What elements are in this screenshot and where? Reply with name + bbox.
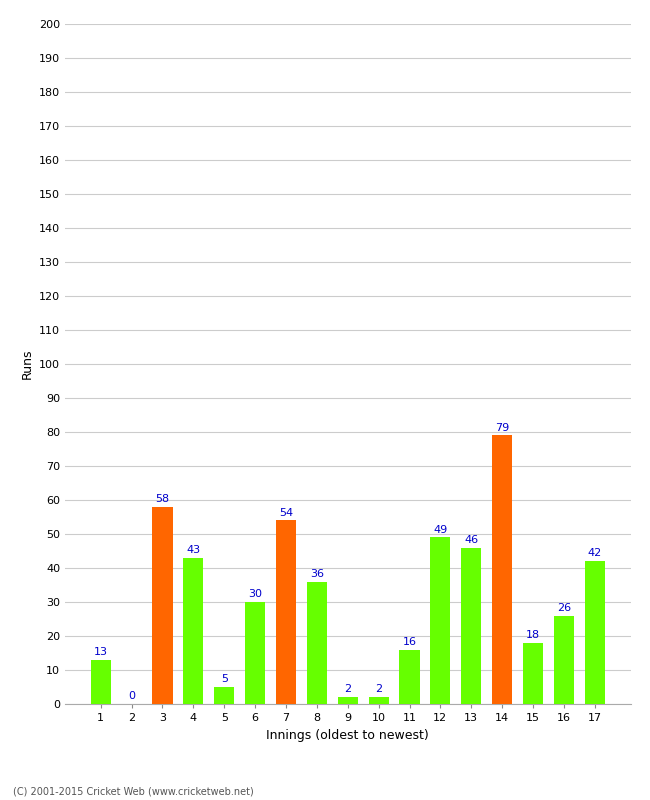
Text: 2: 2 — [375, 685, 382, 694]
Bar — [153, 507, 172, 704]
Text: 49: 49 — [434, 525, 447, 534]
Bar — [462, 547, 481, 704]
Text: 18: 18 — [526, 630, 540, 640]
Text: 13: 13 — [94, 647, 108, 657]
Bar — [554, 616, 574, 704]
Bar — [338, 697, 358, 704]
Text: 5: 5 — [221, 674, 228, 684]
Bar — [430, 538, 450, 704]
Bar — [91, 660, 111, 704]
Bar — [585, 562, 604, 704]
Bar — [183, 558, 203, 704]
Bar — [400, 650, 419, 704]
Text: 43: 43 — [187, 545, 200, 555]
X-axis label: Innings (oldest to newest): Innings (oldest to newest) — [266, 729, 429, 742]
Text: 54: 54 — [279, 508, 293, 518]
Bar — [492, 435, 512, 704]
Bar — [523, 643, 543, 704]
Text: 2: 2 — [344, 685, 351, 694]
Text: 58: 58 — [155, 494, 170, 504]
Text: 26: 26 — [557, 603, 571, 613]
Text: 36: 36 — [310, 569, 324, 579]
Bar — [276, 520, 296, 704]
Bar — [245, 602, 265, 704]
Text: 0: 0 — [128, 691, 135, 702]
Text: 30: 30 — [248, 590, 262, 599]
Text: 46: 46 — [464, 535, 478, 545]
Text: 16: 16 — [402, 637, 417, 647]
Bar — [214, 687, 234, 704]
Y-axis label: Runs: Runs — [20, 349, 33, 379]
Bar — [369, 697, 389, 704]
Text: 79: 79 — [495, 422, 509, 433]
Bar — [307, 582, 327, 704]
Text: (C) 2001-2015 Cricket Web (www.cricketweb.net): (C) 2001-2015 Cricket Web (www.cricketwe… — [13, 786, 254, 796]
Text: 42: 42 — [588, 549, 602, 558]
